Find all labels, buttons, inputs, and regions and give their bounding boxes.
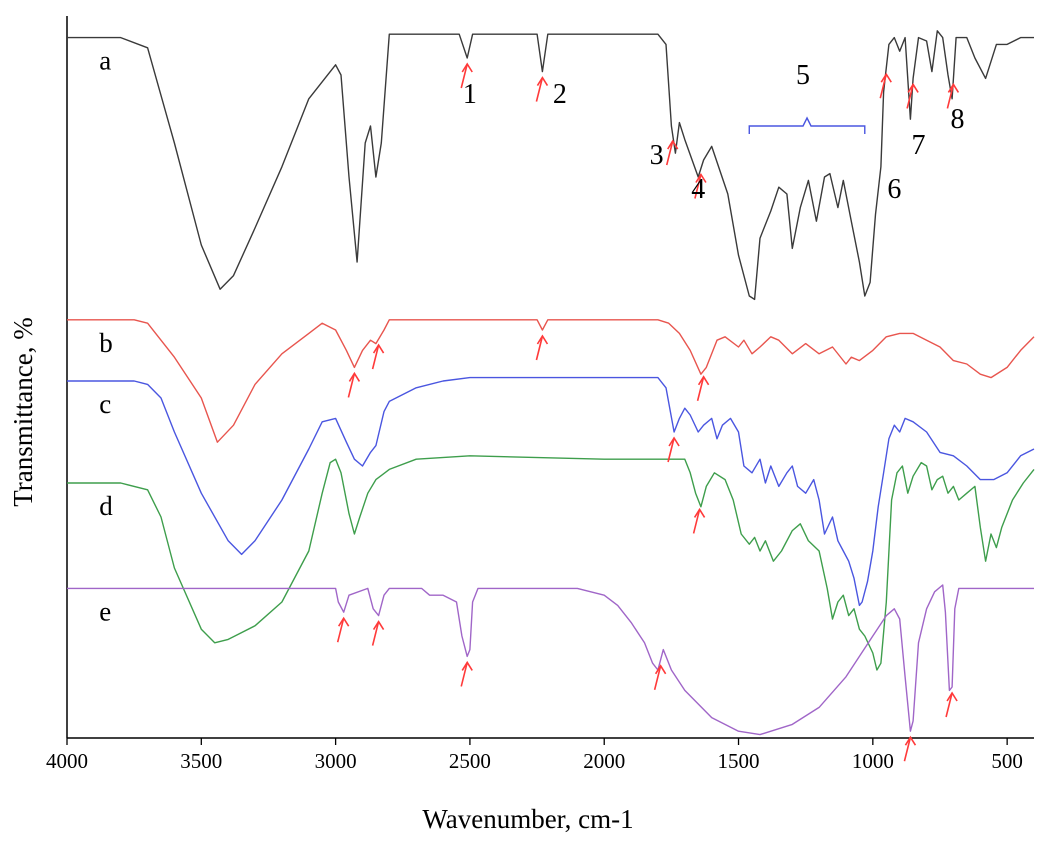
series-c-letter: c: [99, 389, 111, 419]
x-tick-label: 1500: [718, 749, 760, 773]
peak-label-7: 7: [911, 130, 925, 161]
peak-arrow: [879, 72, 892, 99]
series-e-line: [67, 584, 1034, 736]
peak-label-6: 6: [887, 174, 901, 205]
peak-arrow: [535, 334, 549, 361]
peak-label-2: 2: [553, 79, 567, 110]
peak-bracket: [748, 116, 866, 134]
peak-arrow: [665, 139, 679, 166]
peak-arrow: [694, 172, 707, 199]
peak-arrow: [460, 62, 473, 89]
peak-arrow: [667, 436, 680, 463]
series-a-letter: a: [99, 46, 111, 76]
series-a-line: [67, 30, 1034, 301]
peak-arrow: [336, 616, 350, 643]
peak-arrow: [371, 620, 385, 646]
series-b-letter: b: [99, 328, 113, 358]
y-axis-title: Transmittance, %: [8, 317, 38, 506]
series-d-letter: d: [99, 491, 113, 521]
bracket-line: [748, 116, 866, 134]
series-d-line: [67, 455, 1035, 671]
series-b-line: [67, 319, 1035, 443]
peak-arrow: [906, 82, 919, 109]
x-tick-label: 4000: [46, 749, 88, 773]
series-e-letter: e: [99, 596, 111, 626]
peak-labels: 1 2 34 5 678: [463, 60, 965, 205]
peak-arrow: [347, 371, 361, 398]
series-letters: a b c d e: [99, 46, 113, 627]
peak-arrow: [460, 660, 473, 687]
peak-arrows: [336, 62, 960, 762]
x-tick-label: 500: [991, 749, 1023, 773]
peak-label-5: 5: [796, 60, 810, 91]
peak-arrow: [696, 375, 710, 401]
series-c-line: [67, 376, 1035, 607]
peak-arrow: [653, 664, 667, 690]
x-tick-label: 2500: [449, 749, 491, 773]
peak-label-3: 3: [650, 140, 664, 171]
x-tick-label: 3500: [180, 749, 222, 773]
x-ticks: 4000 3500 3000 2500 2000 1500 1000 500: [46, 738, 1023, 773]
x-tick-label: 2000: [583, 749, 625, 773]
peak-label-8: 8: [950, 104, 964, 135]
peak-arrow: [692, 507, 706, 534]
x-tick-label: 3000: [315, 749, 357, 773]
peak-arrow: [945, 691, 958, 718]
peak-arrow: [371, 343, 385, 370]
peak-arrow: [946, 82, 960, 109]
x-axis-title: Wavenumber, cm-1: [422, 804, 633, 834]
spectra-traces: [67, 30, 1035, 736]
x-tick-label: 1000: [852, 749, 894, 773]
peak-label-4: 4: [691, 174, 705, 205]
peak-arrow: [535, 76, 549, 102]
peak-label-1: 1: [463, 79, 477, 110]
peak-arrow: [903, 735, 917, 762]
